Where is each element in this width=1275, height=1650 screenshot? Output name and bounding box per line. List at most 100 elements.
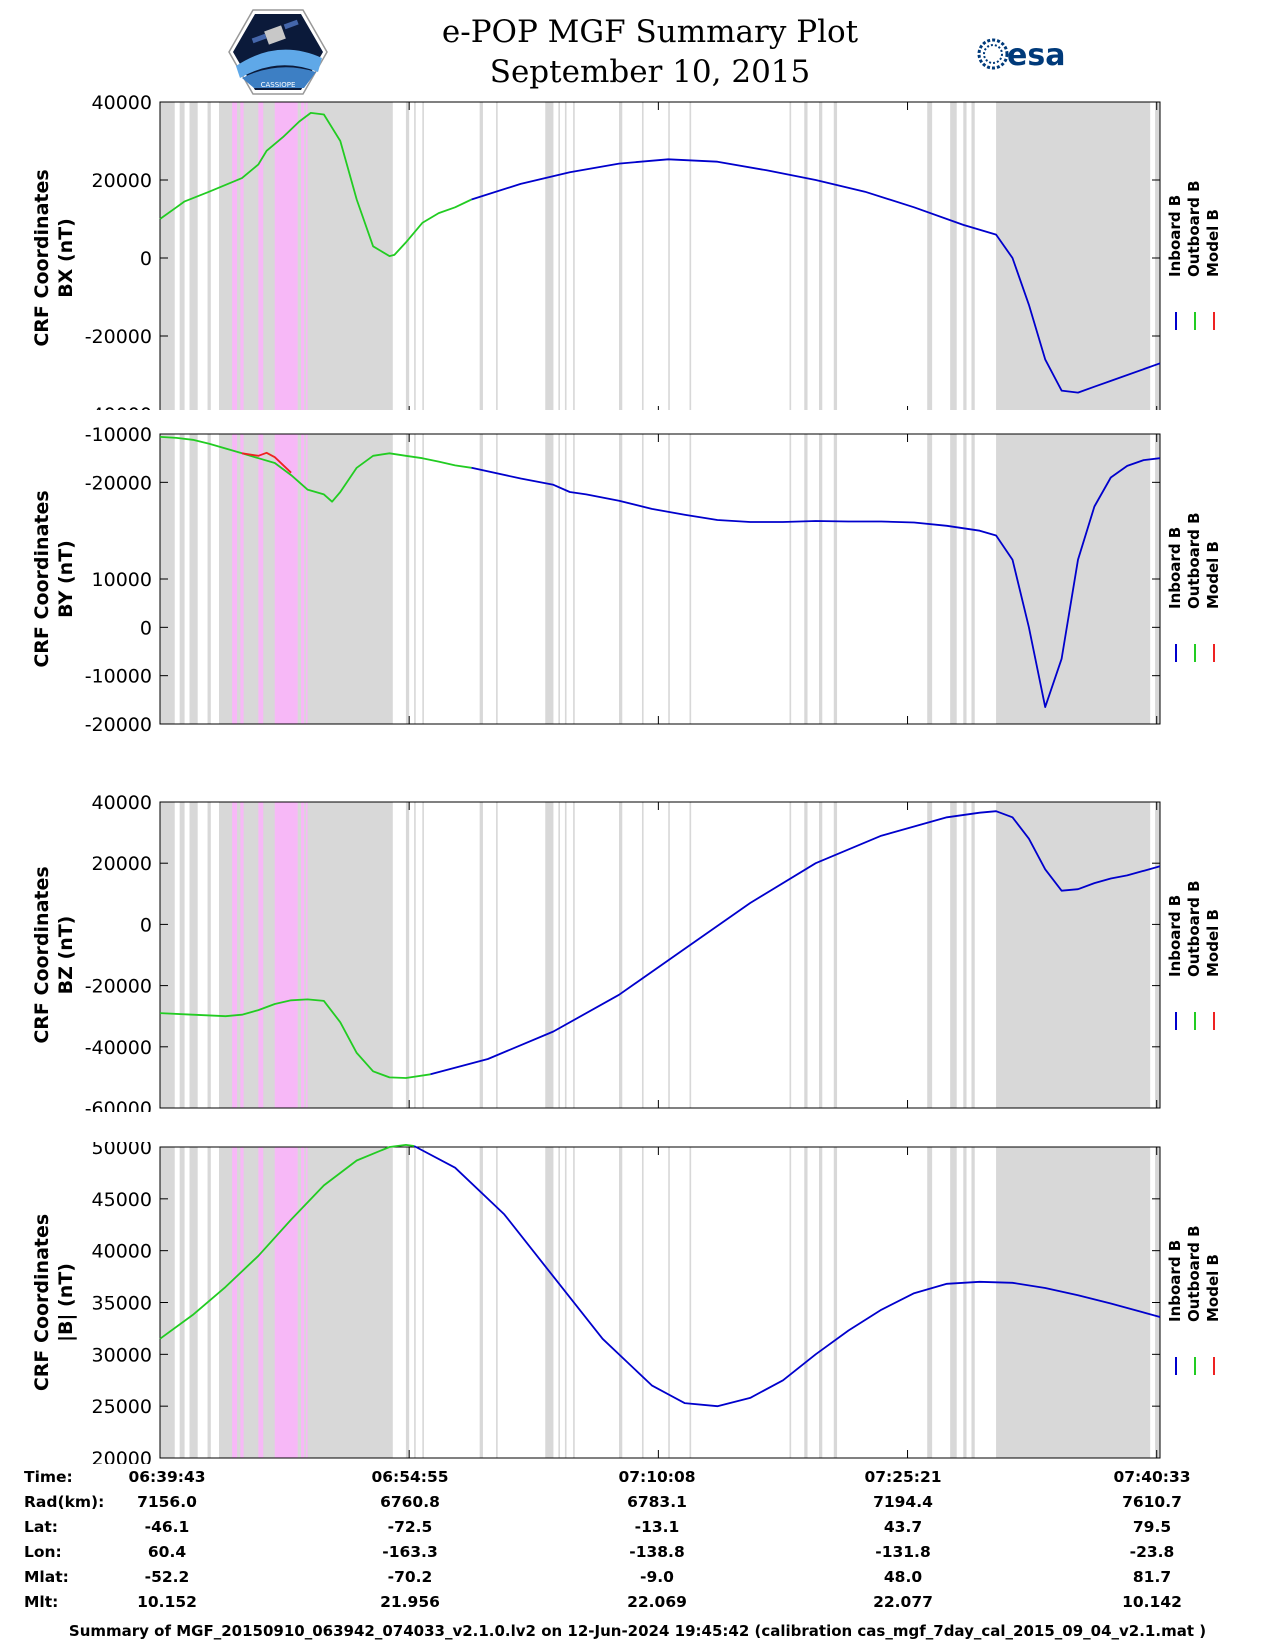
legend-entry-model: Model B bbox=[1204, 909, 1222, 977]
gray-shade-span bbox=[996, 434, 1151, 724]
info-mlat-col-0: -52.2 bbox=[144, 1568, 190, 1586]
gray-shade-span bbox=[422, 102, 424, 410]
info-rad-col-4: 7610.7 bbox=[1122, 1493, 1182, 1511]
legend-label-outboard: Outboard B bbox=[1185, 512, 1203, 609]
legend-label-model: Model B bbox=[1204, 209, 1222, 277]
gray-shade-span bbox=[963, 802, 967, 1108]
info-lon-col-3: -131.8 bbox=[875, 1543, 931, 1561]
gray-shade-span bbox=[207, 434, 211, 724]
series-line-outboard-b bbox=[159, 436, 472, 503]
info-time-col-0: 06:39:43 bbox=[128, 1468, 206, 1486]
gray-shade-span bbox=[819, 1147, 823, 1458]
info-mlt-col-1: 21.956 bbox=[380, 1593, 440, 1611]
pink-shade-span bbox=[305, 434, 308, 724]
y-tick-label: -40000 bbox=[85, 404, 152, 410]
gray-shade-span bbox=[160, 102, 175, 410]
pink-shade-span bbox=[232, 434, 238, 724]
legend-entry-outboard: Outboard B bbox=[1185, 180, 1203, 277]
gray-shade-span bbox=[804, 802, 808, 1108]
gray-shade-span bbox=[804, 434, 808, 724]
info-lat-col-3: 43.7 bbox=[883, 1518, 923, 1536]
cassiope-logo-text: CASSIOPE bbox=[261, 81, 296, 89]
gray-shade-span bbox=[564, 1147, 567, 1458]
legend-label-model: Model B bbox=[1204, 1254, 1222, 1322]
gray-shade-span bbox=[689, 434, 692, 724]
y-tick-label: 45000 bbox=[92, 1189, 152, 1211]
y-tick-label: -20000 bbox=[85, 326, 152, 348]
y-tick-label: -20000 bbox=[85, 976, 152, 998]
gray-shade-span bbox=[819, 434, 823, 724]
bz-panel: 40000 20000 0 -20000 -40000 -60000 CRF Coordin… bbox=[31, 792, 1222, 1112]
plot-frame bbox=[159, 801, 1161, 1109]
legend-label-inboard: Inboard B bbox=[1166, 895, 1184, 977]
pink-shade-span bbox=[232, 1147, 238, 1458]
y-tick-label: 20000 bbox=[92, 170, 152, 192]
gray-shade-span bbox=[558, 102, 560, 410]
pink-shade-span bbox=[305, 1147, 308, 1458]
y-axis-label-line1: CRF Coordinates bbox=[31, 1214, 53, 1391]
y-tick-label: 0 bbox=[140, 914, 152, 936]
y-tick-label: -10000 bbox=[85, 424, 152, 446]
gray-shade-span bbox=[789, 802, 792, 1108]
gray-shade-span bbox=[405, 102, 410, 410]
gray-shade-span bbox=[179, 434, 185, 724]
info-mlt-col-3: 22.077 bbox=[873, 1593, 933, 1611]
legend-label-outboard: Outboard B bbox=[1185, 880, 1203, 977]
gray-shade-span bbox=[996, 1147, 1151, 1458]
gray-shade-span bbox=[219, 1147, 393, 1458]
gray-shade-span bbox=[414, 434, 416, 724]
y-axis-label: CRF Coordinates BX (nT) bbox=[31, 169, 77, 346]
info-label-mlat: Mlat: bbox=[24, 1568, 69, 1586]
legend-entry-inboard: Inboard B bbox=[1166, 1240, 1184, 1322]
gray-shade-span bbox=[207, 802, 211, 1108]
y-axis-label: CRF Coordinates |B| (nT) bbox=[31, 1214, 77, 1391]
y-tick-label: -20000 bbox=[85, 472, 152, 494]
gray-shade-span bbox=[496, 434, 498, 724]
info-lon-col-0: 60.4 bbox=[147, 1543, 187, 1561]
gray-shade-span bbox=[668, 802, 670, 1108]
pink-shade-span bbox=[232, 802, 238, 1108]
info-lat-col-2: -13.1 bbox=[634, 1518, 680, 1536]
legend-label-model: Model B bbox=[1204, 541, 1222, 609]
legend-entry-outboard: Outboard B bbox=[1185, 512, 1203, 609]
gray-shade-span bbox=[833, 434, 838, 724]
y-axis-label: CRF Coordinates BY (nT) bbox=[31, 490, 77, 667]
gray-shade-span bbox=[189, 802, 198, 1108]
pink-shade-span bbox=[240, 434, 244, 724]
info-rad-col-3: 7194.4 bbox=[873, 1493, 933, 1511]
gray-shade-span bbox=[558, 434, 560, 724]
bmag-panel: 50000 45000 40000 35000 30000 25000 20000 CRF C… bbox=[31, 1142, 1222, 1464]
gray-shade-span bbox=[963, 102, 967, 410]
gray-shade-span bbox=[479, 802, 483, 1108]
gray-shade-span bbox=[405, 802, 410, 1108]
info-rad-col-1: 6760.8 bbox=[380, 1493, 440, 1511]
pink-shade-span bbox=[305, 102, 308, 410]
info-label-time: Time: bbox=[24, 1468, 73, 1486]
gray-shade-span bbox=[545, 802, 554, 1108]
y-tick-label: 20000 bbox=[92, 1448, 152, 1464]
info-time-col-3: 07:25:21 bbox=[864, 1468, 942, 1486]
gray-shade-span bbox=[496, 102, 498, 410]
plot-date: September 10, 2015 bbox=[489, 54, 811, 90]
gray-shade-span bbox=[963, 434, 967, 724]
gray-shade-span bbox=[479, 1147, 483, 1458]
gray-shade-span bbox=[971, 1147, 975, 1458]
legend-label-inboard: Inboard B bbox=[1166, 1240, 1184, 1322]
gray-shade-span bbox=[996, 102, 1151, 410]
info-mlt-col-0: 10.152 bbox=[137, 1593, 197, 1611]
y-axis-label-line1: CRF Coordinates bbox=[31, 490, 53, 667]
pink-shade-span bbox=[274, 1147, 298, 1458]
gray-shade-span bbox=[422, 802, 424, 1108]
gray-shade-span bbox=[1155, 102, 1160, 410]
legend-entry-outboard: Outboard B bbox=[1185, 1225, 1203, 1322]
info-mlt-col-4: 10.142 bbox=[1122, 1593, 1182, 1611]
legend-label-outboard: Outboard B bbox=[1185, 1225, 1203, 1322]
info-time-col-1: 06:54:55 bbox=[371, 1468, 449, 1486]
gray-shade-span bbox=[950, 102, 957, 410]
gray-shade-span bbox=[641, 802, 644, 1108]
gray-shade-span bbox=[971, 102, 975, 410]
y-tick-label: -60000 bbox=[85, 1098, 152, 1112]
y-tick-label: 0 bbox=[140, 248, 152, 270]
gray-shade-span bbox=[179, 1147, 185, 1458]
y-tick-label: 25000 bbox=[92, 1396, 152, 1418]
